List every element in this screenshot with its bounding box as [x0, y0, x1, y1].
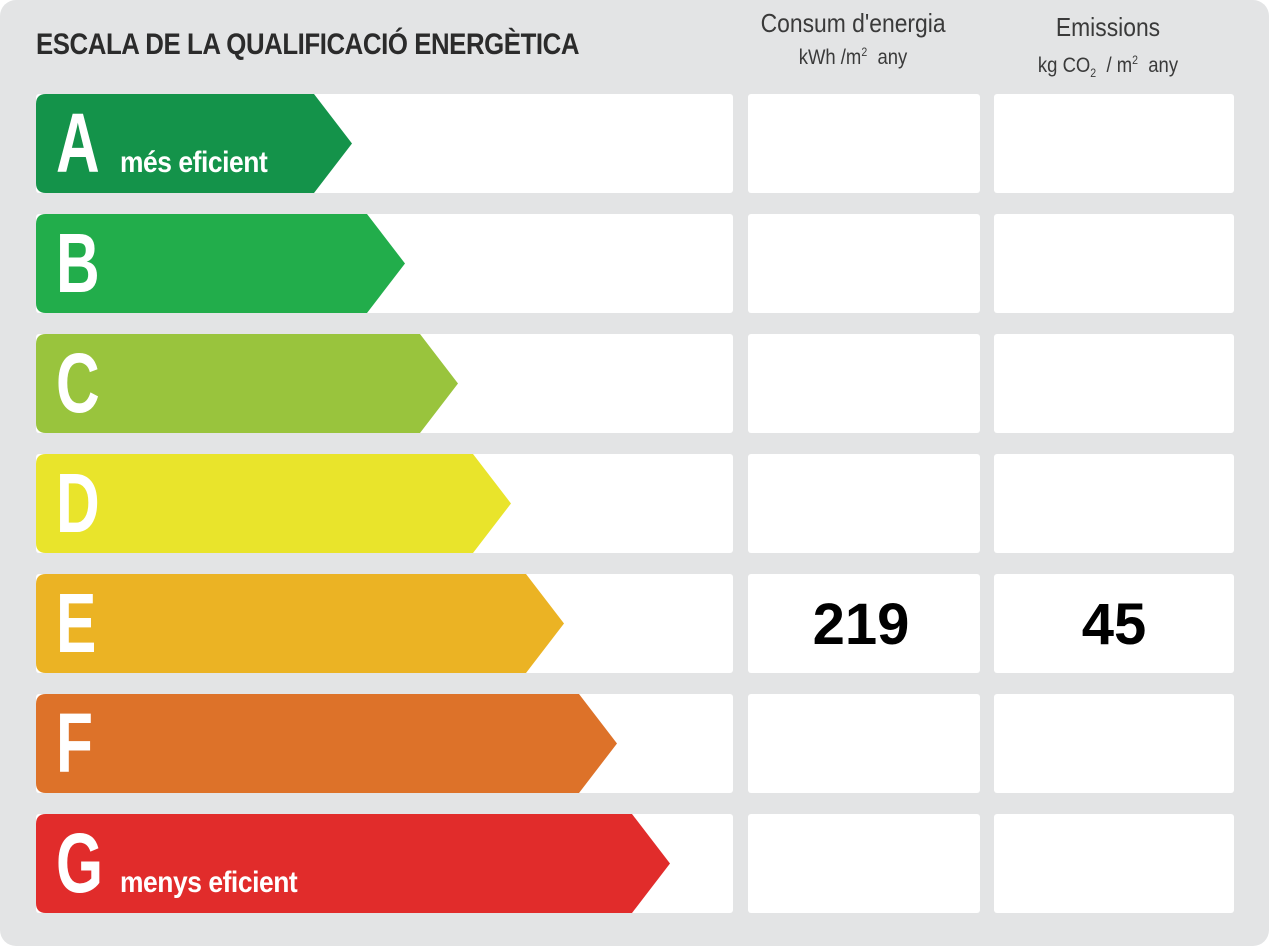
rating-row-b: B [0, 214, 1269, 313]
energy-value-cell [748, 334, 980, 433]
energy-consumption-value: 219 [812, 592, 910, 657]
emissions-column-header: Emissions kg CO2 / m2 any [994, 12, 1222, 80]
rating-efficiency-label: menys eficient [120, 866, 298, 899]
energy-column-title: Consum d'energia [760, 8, 946, 38]
energy-column-header: Consum d'energia kWh /m2 any [748, 8, 958, 70]
rating-efficiency-label: més eficient [120, 146, 268, 179]
emissions-value-cell [994, 814, 1234, 913]
energy-value-cell [748, 574, 980, 673]
rating-letter: B [56, 216, 100, 310]
emissions-value-cell [994, 454, 1234, 553]
rating-arrow-c: C [36, 334, 458, 433]
rating-arrow-shape [36, 334, 458, 433]
energy-value-cell [748, 214, 980, 313]
energy-value-cell [748, 814, 980, 913]
rating-letter: E [56, 576, 97, 670]
emissions-value-cell [994, 94, 1234, 193]
rating-row-d: D [0, 454, 1269, 553]
rating-letter: C [56, 336, 100, 430]
rating-letter: G [56, 816, 104, 910]
rating-arrow-shape [36, 454, 511, 553]
emissions-value-cell [994, 574, 1234, 673]
rating-arrow-shape [36, 694, 617, 793]
energy-value-cell [748, 94, 980, 193]
energy-value-cell [748, 454, 980, 553]
emissions-value-cell [994, 694, 1234, 793]
rating-letter: F [56, 696, 93, 790]
emissions-column-title: Emissions [1055, 12, 1161, 42]
emissions-value-cell [994, 214, 1234, 313]
emissions-column-unit: kg CO2 / m2 any [1037, 53, 1179, 81]
rating-arrow-shape [36, 814, 670, 913]
rating-row-e: E 219 45 [0, 574, 1269, 673]
rating-arrow-b: B [36, 214, 405, 313]
rating-letter: A [56, 96, 100, 190]
rating-arrow-shape [36, 574, 564, 673]
emissions-value: 45 [1081, 592, 1147, 657]
rating-arrow-f: F [36, 694, 617, 793]
emissions-value-cell [994, 334, 1234, 433]
rating-arrow-e: E [36, 574, 564, 673]
page-title: ESCALA DE LA QUALIFICACIÓ ENERGÈTICA [36, 28, 580, 61]
rating-row-c: C [0, 334, 1269, 433]
rating-arrow-d: D [36, 454, 511, 553]
energy-column-unit: kWh /m2 any [798, 45, 908, 69]
rating-arrow-shape [36, 94, 352, 193]
rating-letter: D [56, 456, 100, 550]
rating-row-f: F [0, 694, 1269, 793]
rating-arrow-shape [36, 214, 405, 313]
energy-value-cell [748, 694, 980, 793]
